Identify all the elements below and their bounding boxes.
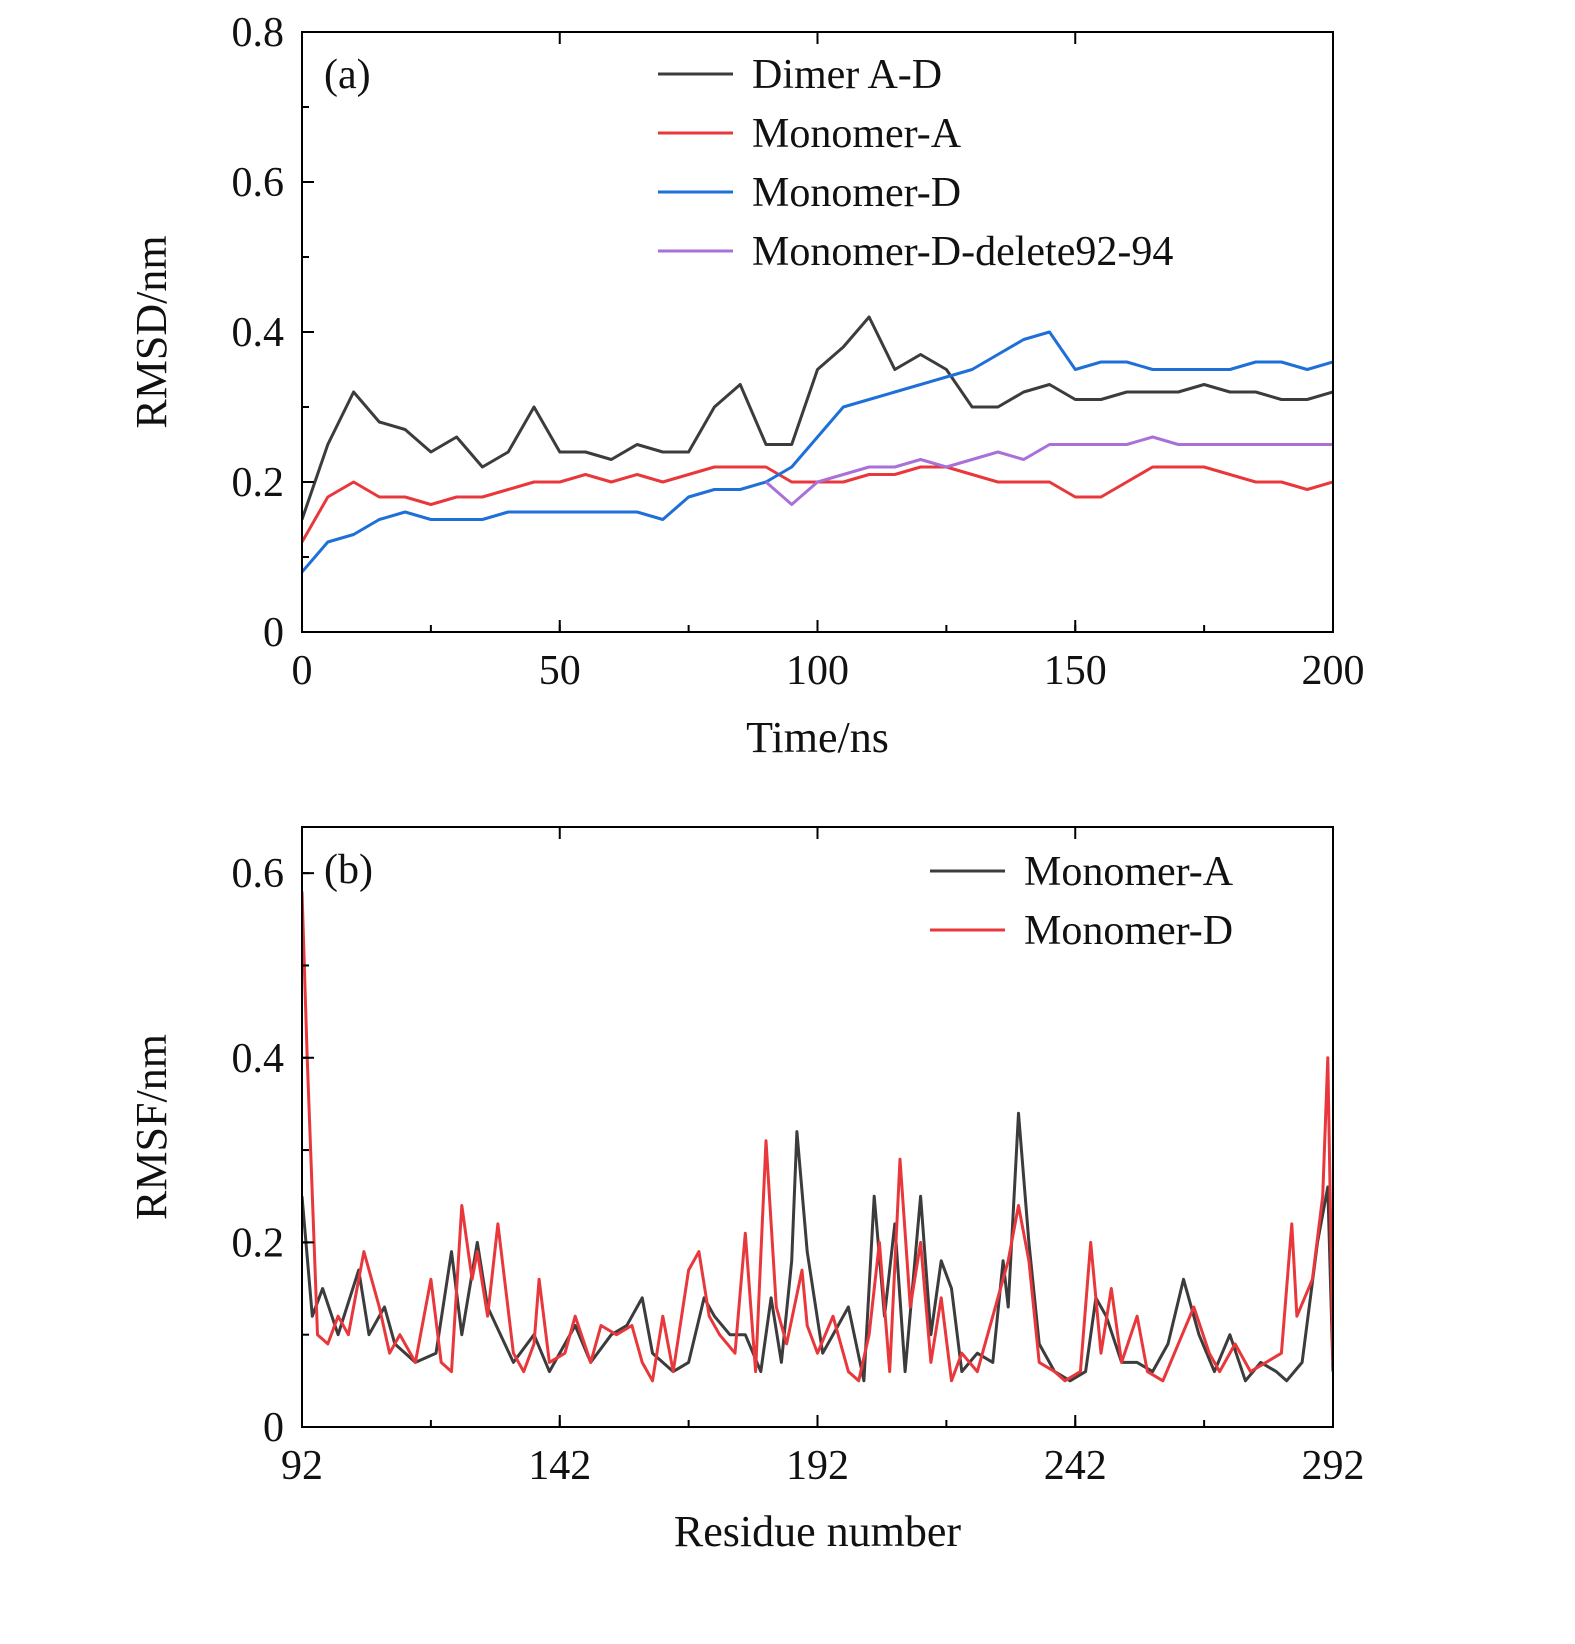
legend-label: Dimer A-D: [752, 52, 942, 98]
panel-label: (b): [324, 847, 373, 893]
panel-label: (a): [324, 52, 371, 98]
y-tick-label: 0.6: [232, 160, 285, 206]
series-line-monomer-d-delete92-94: [765, 435, 1333, 506]
x-tick-label: 0: [292, 648, 313, 694]
y-tick-label: 0.6: [232, 851, 285, 897]
y-tick-label: 0: [263, 1405, 284, 1451]
legend-label: Monomer-D-delete92-94: [752, 229, 1173, 275]
x-tick-label: 142: [528, 1443, 591, 1489]
legend-label: Monomer-D: [1024, 908, 1233, 954]
y-tick-label: 0: [263, 610, 284, 656]
x-tick-label: 192: [786, 1443, 849, 1489]
panel-a: 0 50 100 150 200 0 0.2 0.4 0.6 0.8 Time/ns RMSD/nm (…: [127, 10, 1365, 762]
series-group: [302, 315, 1333, 573]
y-tick-label: 0.8: [232, 10, 285, 56]
legend-label: Monomer-D: [752, 170, 961, 216]
legend-label: Monomer-A: [752, 111, 962, 157]
x-axis-label: Residue number: [674, 1507, 962, 1556]
y-tick-label: 0.4: [232, 1036, 285, 1082]
series-line-monomer-d: [302, 891, 1333, 1383]
legend: Monomer-A Monomer-D: [930, 849, 1234, 954]
x-tick-label: 50: [539, 648, 581, 694]
x-tick-label: 92: [281, 1443, 323, 1489]
series-line-dimer-a-d: [302, 315, 1333, 520]
legend: Dimer A-D Monomer-A Monomer-D Monomer-D-del…: [658, 52, 1173, 275]
x-tick-label: 242: [1044, 1443, 1107, 1489]
series-group: [302, 891, 1333, 1383]
x-tick-label: 150: [1044, 648, 1107, 694]
x-tick-label: 100: [786, 648, 849, 694]
y-axis-label: RMSF/nm: [127, 1034, 176, 1220]
y-tick-label: 0.2: [232, 460, 285, 506]
x-axis-label: Time/ns: [746, 713, 889, 762]
legend-label: Monomer-A: [1024, 849, 1234, 895]
series-line-monomer-d: [302, 330, 1333, 573]
x-tick-label: 200: [1302, 648, 1365, 694]
y-tick-label: 0.4: [232, 310, 285, 356]
y-axis-label: RMSD/nm: [127, 235, 176, 428]
y-tick-label: 0.2: [232, 1220, 285, 1266]
x-tick-label: 292: [1302, 1443, 1365, 1489]
panel-b: 92 142 192 242 292 0 0.2 0.4 0.6 Residue number RM…: [127, 826, 1365, 1556]
series-line-monomer-a: [302, 465, 1333, 543]
